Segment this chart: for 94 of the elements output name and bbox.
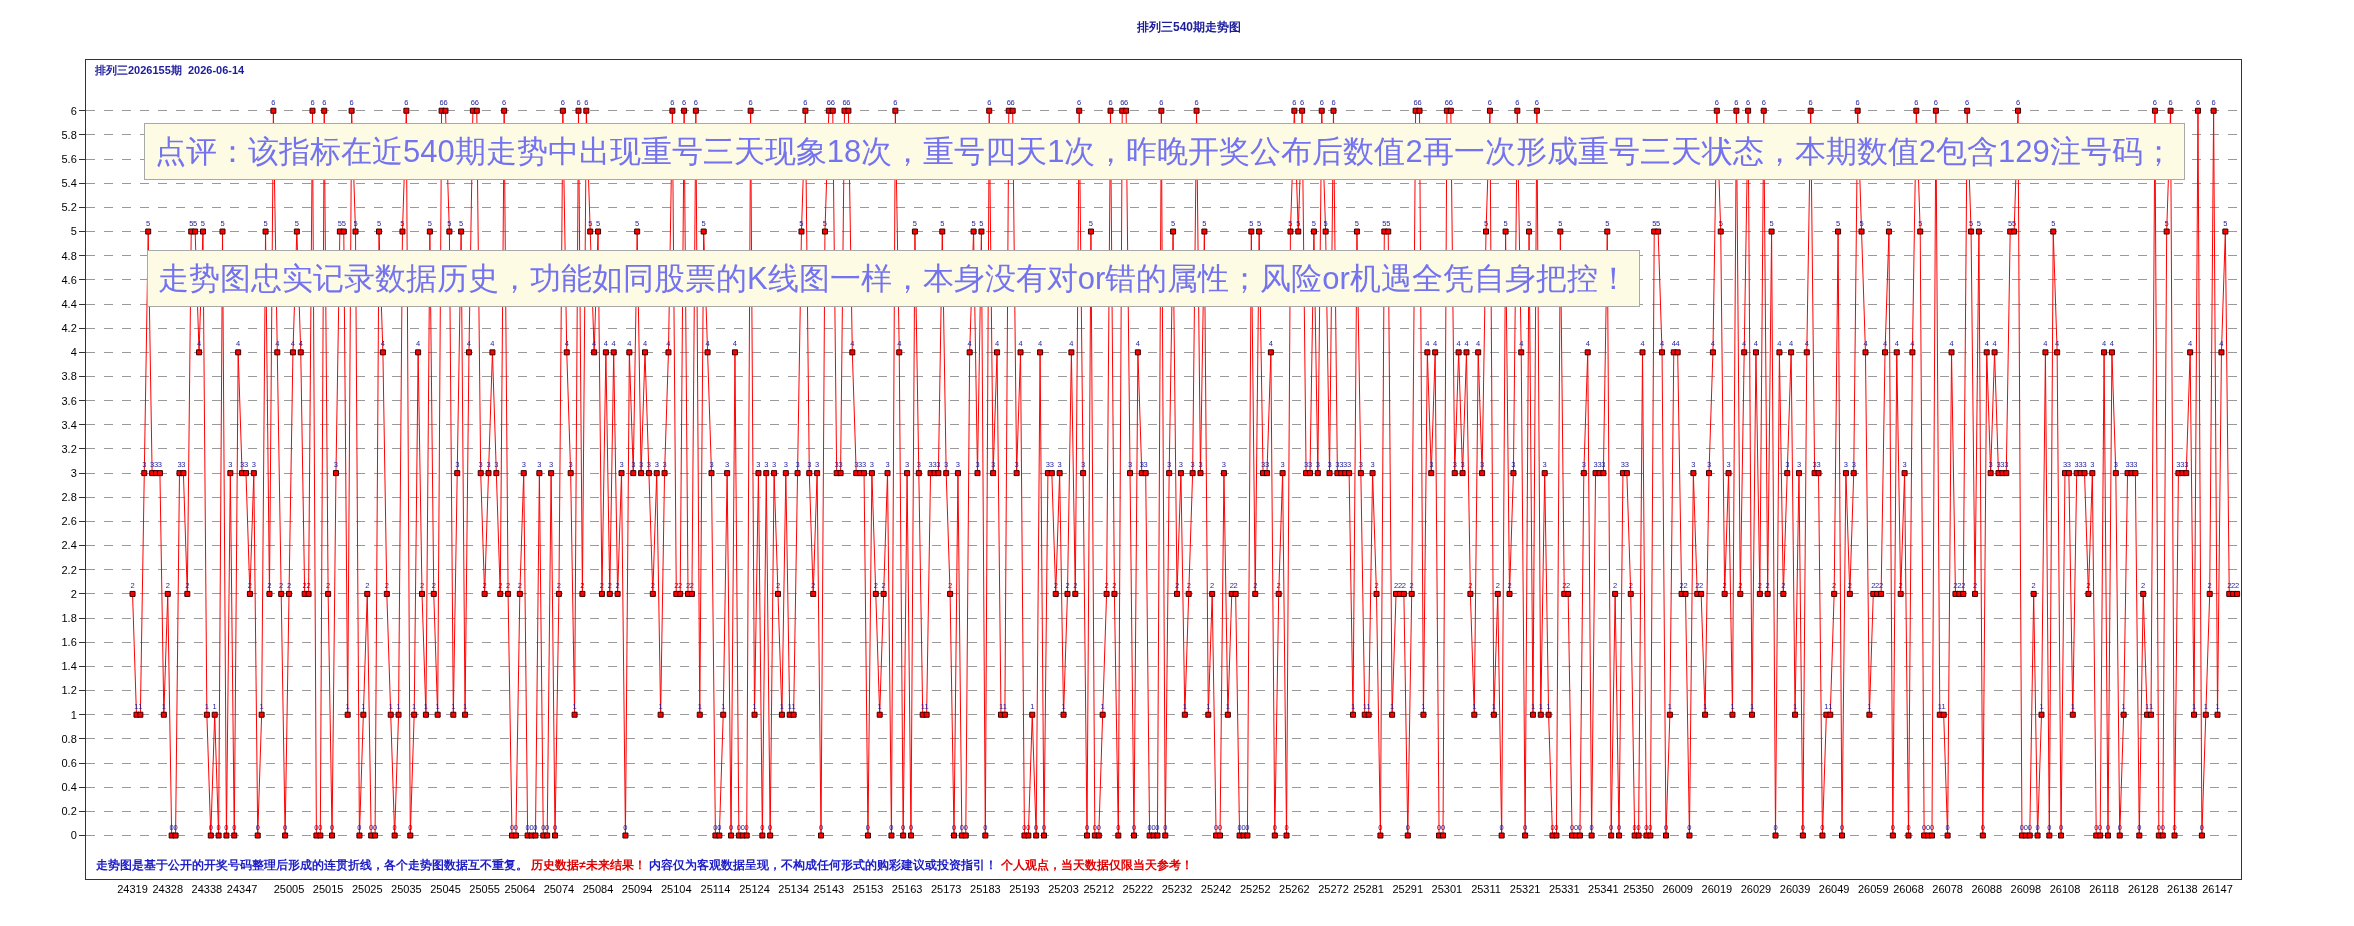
annotation: 走势图忠实记录数据历史，功能如同股票的K线图一样，本身没有对or错的属性；风险or机遇全凭自身把控！ [158,261,1629,296]
y-tick-label: 3.2 [61,442,77,455]
x-tick-label: 25104 [660,883,692,896]
x-tick-label: 25222 [1122,883,1154,896]
x-tick-label: 25015 [312,883,344,896]
x-tick-label: 25114 [700,883,731,896]
x-tick-label: 25163 [891,883,923,896]
x-tick-label: 25252 [1239,883,1271,896]
x-tick-label: 26049 [1818,883,1850,896]
x-tick-label: 25331 [1548,883,1580,896]
x-tick-label: 24347 [226,883,258,896]
chart-subtitle: 排列三2026155期 2026-06-14 [94,64,246,76]
chart-title: 排列三540期走势图 [1135,20,1242,35]
y-tick-label: 0 [70,829,77,842]
x-tick-label: 25291 [1392,883,1424,896]
y-tick-label: 1.8 [61,611,77,624]
x-tick-label: 26068 [1893,883,1924,896]
x-tick-label: 25064 [504,883,536,896]
x-tick-label: 26108 [2049,883,2081,896]
y-tick-label: 3 [70,466,77,479]
x-tick-label: 26059 [1857,883,1889,896]
x-tick-label: 25212 [1083,883,1115,896]
x-tick-label: 24328 [152,883,184,896]
y-tick-label: 0.4 [61,781,77,794]
x-tick-label: 26118 [2089,883,2119,896]
x-tick-label: 25074 [543,883,575,896]
y-tick-label: 6 [70,104,77,117]
x-tick-label: 26138 [2167,883,2198,896]
x-tick-label: 26128 [2127,883,2159,896]
y-tick-label: 2.8 [61,491,77,504]
y-tick-label: 4.8 [61,249,77,262]
x-tick-label: 26029 [1740,883,1772,896]
y-tick-label: 2.6 [61,515,77,528]
x-tick-label: 26098 [2010,883,2042,896]
x-tick-label: 25143 [813,883,845,896]
x-tick-label: 26009 [1662,883,1693,896]
y-tick-label: 5.6 [61,152,77,165]
y-tick-label: 3.8 [61,370,77,383]
x-tick-label: 25193 [1009,883,1040,896]
annotation: 内容仅为客观数据呈现，不构成任何形式的购彩建议或投资指引！ [649,858,998,872]
x-tick-label: 25242 [1200,883,1232,896]
x-tick-label: 25035 [391,883,422,896]
annotation: 历史数据≠未来结果！ [530,858,646,872]
y-tick-label: 1.2 [61,684,77,697]
x-tick-label: 25183 [970,883,1001,896]
y-tick-label: 3.6 [61,394,77,407]
y-tick-label: 1.6 [61,636,77,649]
x-tick-label: 25124 [739,883,770,896]
x-tick-label: 25094 [621,883,653,896]
x-tick-label: 25272 [1318,883,1349,896]
annotation: 点评：该指标在近540期走势中出现重号三天现象18次，重号四天1次，昨晚开奖公布后数值2再一次形成重号三天状态，本期数值2包含129注号码； [155,134,2174,169]
y-tick-label: 0.8 [61,732,77,745]
y-tick-label: 2 [70,587,77,600]
y-tick-label: 5.4 [61,177,77,190]
x-tick-label: 25173 [930,883,962,896]
y-tick-label: 2.2 [61,563,77,576]
annotation: 走势图是基于公开的开奖号码整理后形成的连贯折线，各个走势图数据互不重复。 [95,858,528,872]
x-tick-label: 24338 [191,883,223,896]
x-tick-label: 25341 [1588,883,1619,896]
x-tick-label: 25281 [1353,883,1384,896]
x-tick-label: 26019 [1701,883,1733,896]
x-tick-label: 25311 [1471,883,1501,896]
y-tick-label: 0.2 [61,805,77,818]
x-tick-label: 26088 [1971,883,2003,896]
x-tick-label: 26039 [1779,883,1811,896]
annotation: 个人观点，当天数据仅限当天参考！ [999,858,1193,872]
y-tick-label: 4 [70,346,77,359]
y-tick-label: 5.2 [61,201,77,214]
x-tick-label: 25301 [1431,883,1463,896]
y-tick-label: 2.4 [61,539,77,552]
x-tick-label: 25055 [469,883,500,896]
x-tick-label: 25084 [582,883,614,896]
x-tick-label: 25321 [1509,883,1541,896]
x-tick-label: 25350 [1623,883,1654,896]
y-tick-label: 5.8 [61,128,77,141]
x-tick-label: 25153 [852,883,884,896]
x-tick-label: 25025 [351,883,383,896]
y-tick-label: 3.4 [61,418,77,431]
y-tick-label: 0.6 [61,756,77,769]
y-tick-label: 4.2 [61,322,77,335]
x-tick-label: 25045 [430,883,461,896]
x-tick-label: 24319 [117,883,148,896]
x-tick-label: 26078 [1932,883,1963,896]
x-tick-label: 25232 [1161,883,1193,896]
x-tick-label: 25005 [273,883,305,896]
x-tick-label: 25134 [778,883,809,896]
x-tick-label: 25262 [1279,883,1310,896]
x-tick-label: 25203 [1048,883,1079,896]
x-tick-label: 26147 [2202,883,2233,896]
y-tick-label: 4.4 [61,297,77,310]
y-tick-label: 4.6 [61,273,77,286]
y-tick-label: 5 [70,225,77,238]
y-tick-label: 1.4 [61,660,77,673]
y-tick-label: 1 [70,708,77,721]
